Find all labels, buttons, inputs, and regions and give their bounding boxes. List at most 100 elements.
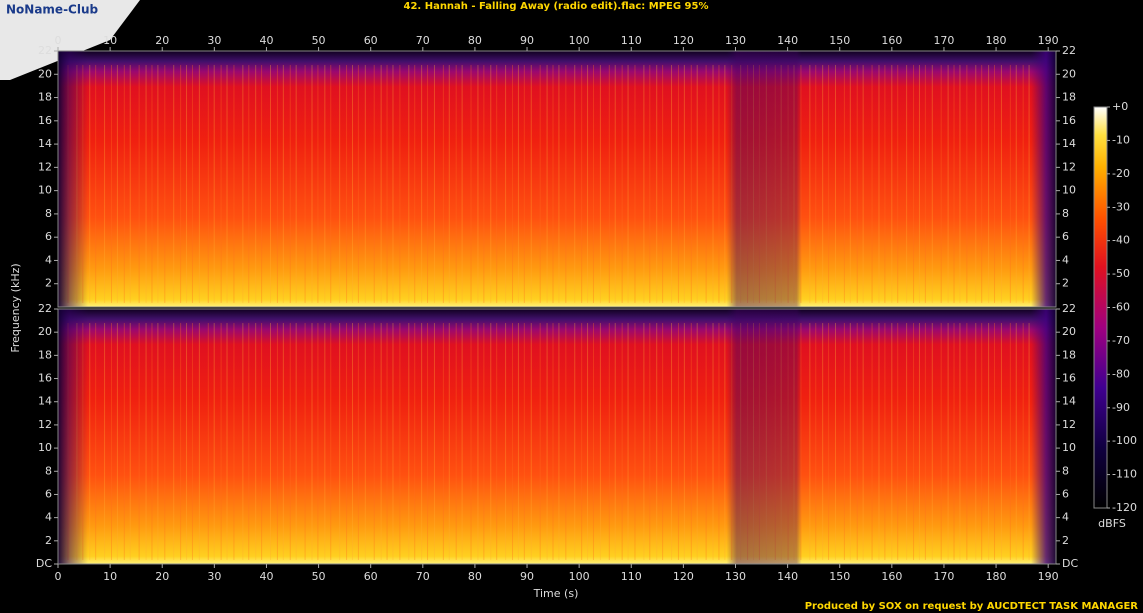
y-tick-label: 18: [1062, 348, 1076, 361]
y-tick-label: 10: [1062, 184, 1076, 197]
y-tick-label: 22: [1062, 302, 1076, 315]
x-tick-label: 50: [312, 570, 326, 583]
y-tick-label: 20: [1062, 325, 1076, 338]
spectrogram-shading: [58, 51, 1056, 307]
y-tick-label: 18: [38, 348, 52, 361]
x-tick-label: 40: [259, 570, 273, 583]
colorbar-tick-label: -60: [1112, 301, 1130, 314]
y-tick-label: 16: [1062, 114, 1076, 127]
plot-frame: [57, 50, 1057, 308]
x-tick-label: 70: [416, 34, 430, 47]
x-tick-label: 100: [569, 570, 590, 583]
colorbar-tick-label: -10: [1112, 133, 1130, 146]
x-tick-label: 60: [364, 34, 378, 47]
x-tick-label: 120: [673, 34, 694, 47]
y-tick-label: 12: [1062, 418, 1076, 431]
x-tick-label: 50: [312, 34, 326, 47]
x-tick-label: 30: [207, 570, 221, 583]
y-tick-label: 2: [1062, 277, 1069, 290]
colorbar: [1093, 106, 1108, 509]
x-tick-label: 120: [673, 570, 694, 583]
x-tick-label: 110: [621, 34, 642, 47]
x-tick-label: 10: [103, 570, 117, 583]
x-tick-label: 170: [933, 570, 954, 583]
colorbar-tick-label: -50: [1112, 267, 1130, 280]
y-tick-label: 16: [1062, 372, 1076, 385]
y-tick-label: 22: [38, 302, 52, 315]
x-tick-label: 20: [155, 570, 169, 583]
y-tick-label: 6: [1062, 487, 1069, 500]
y-tick-label: 12: [38, 160, 52, 173]
x-tick-label: 130: [725, 570, 746, 583]
x-tick-label: 170: [933, 34, 954, 47]
y-tick-label: 16: [38, 372, 52, 385]
colorbar-tick-label: -80: [1112, 367, 1130, 380]
x-tick-label: 180: [986, 570, 1007, 583]
colorbar-tick-label: -120: [1112, 501, 1137, 514]
y-tick-label: 2: [45, 534, 52, 547]
y-tick-label: 22: [1062, 44, 1076, 57]
y-tick-label: 18: [38, 91, 52, 104]
x-tick-label: 190: [1038, 570, 1059, 583]
x-tick-label: 60: [364, 570, 378, 583]
colorbar-tick-label: -90: [1112, 401, 1130, 414]
y-tick-label: 6: [45, 487, 52, 500]
x-tick-label: 160: [881, 34, 902, 47]
x-tick-label: 0: [55, 570, 62, 583]
y-tick-label: 10: [38, 441, 52, 454]
y-tick-label: 14: [1062, 395, 1076, 408]
colorbar-tick-label: -100: [1112, 434, 1137, 447]
y-tick-label: 18: [1062, 91, 1076, 104]
y-tick-label: 8: [1062, 464, 1069, 477]
y-tick-label: 4: [1062, 511, 1069, 524]
y-tick-label: 14: [38, 137, 52, 150]
x-tick-label: 130: [725, 34, 746, 47]
x-tick-label: 100: [569, 34, 590, 47]
x-tick-label: 80: [468, 34, 482, 47]
x-tick-label: 150: [829, 570, 850, 583]
y-tick-label: 12: [38, 418, 52, 431]
spectrogram-shading: [58, 309, 1056, 564]
footer: Produced by SOX on request by AUCDTECT T…: [805, 601, 1139, 612]
x-tick-label: 140: [777, 34, 798, 47]
watermark: NoName-Club: [6, 3, 99, 17]
logo-badge: [0, 0, 140, 80]
x-tick-label: 140: [777, 570, 798, 583]
x-tick-label: 190: [1038, 34, 1059, 47]
y-tick-label: 6: [45, 230, 52, 243]
y-tick-label: 22: [38, 44, 52, 57]
colorbar-tick-label: -110: [1112, 468, 1137, 481]
colorbar-tick-label: -70: [1112, 334, 1130, 347]
chart-title: 42. Hannah - Falling Away (radio edit).f…: [404, 1, 709, 12]
y-tick-label: 8: [1062, 207, 1069, 220]
y-tick-label: 20: [1062, 67, 1076, 80]
y-tick-label: 6: [1062, 230, 1069, 243]
y-tick-label: DC: [36, 557, 52, 570]
x-axis-label: Time (s): [533, 587, 579, 600]
y-tick-label: 4: [45, 511, 52, 524]
x-tick-label: 40: [259, 34, 273, 47]
y-axis-label: Frequency (kHz): [9, 263, 22, 352]
colorbar-tick-label: +0: [1112, 100, 1128, 113]
y-tick-label: 20: [38, 67, 52, 80]
plot-frame: [57, 308, 1057, 565]
x-tick-label: 70: [416, 570, 430, 583]
x-tick-label: 30: [207, 34, 221, 47]
x-tick-label: 90: [520, 34, 534, 47]
y-tick-label: 14: [1062, 137, 1076, 150]
colorbar-tick-label: -30: [1112, 200, 1130, 213]
x-tick-label: 10: [103, 34, 117, 47]
x-tick-label: 150: [829, 34, 850, 47]
y-tick-label: 10: [38, 184, 52, 197]
x-tick-label: 0: [55, 34, 62, 47]
colorbar-tick-label: -40: [1112, 234, 1130, 247]
x-tick-label: 20: [155, 34, 169, 47]
colorbar-tick-label: -20: [1112, 167, 1130, 180]
y-tick-label: 12: [1062, 160, 1076, 173]
y-tick-label: 2: [45, 277, 52, 290]
colorbar-label: dBFS: [1098, 517, 1126, 530]
x-tick-label: 160: [881, 570, 902, 583]
y-tick-label: 2: [1062, 534, 1069, 547]
y-tick-label: 4: [1062, 253, 1069, 266]
